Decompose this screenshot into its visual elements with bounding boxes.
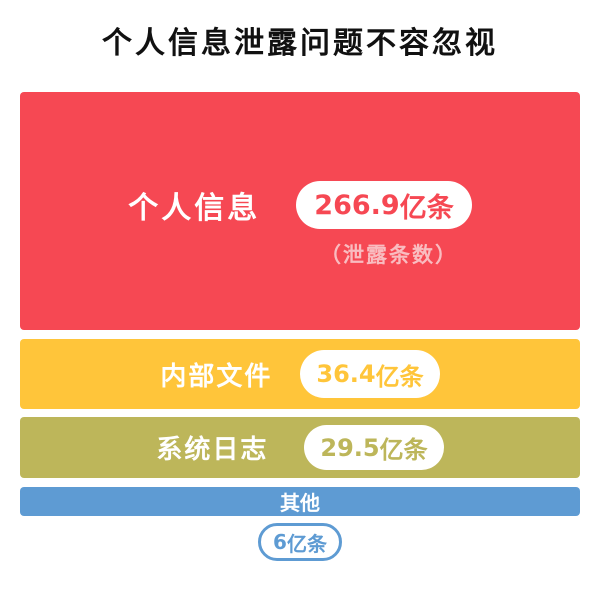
subtitle-note: （泄露条数）: [320, 243, 458, 267]
category-label: 其他: [280, 491, 320, 515]
category-label: 系统日志: [156, 435, 269, 465]
bar-other: 其他: [20, 487, 580, 516]
category-label: 内部文件: [160, 361, 273, 392]
bar-personal-info: 个人信息 266.9 亿条 （泄露条数）: [20, 92, 580, 330]
value-pill: 29.5 亿条: [304, 425, 444, 470]
page-title: 个人信息泄露问题不容忽视: [102, 26, 498, 61]
value-label: 36.4: [316, 360, 376, 388]
bar-internal-files: 内部文件 36.4 亿条: [20, 339, 580, 409]
unit-label: 亿条: [399, 192, 454, 224]
unit-label: 亿条: [375, 362, 424, 391]
value-pill: 6 亿条: [258, 523, 342, 561]
value-label: 6: [273, 530, 287, 554]
value-label: 29.5: [320, 433, 380, 462]
category-label: 个人信息: [128, 191, 261, 226]
unit-label: 亿条: [286, 531, 327, 556]
bar-system-logs: 系统日志 29.5 亿条: [20, 417, 580, 478]
value-pill: 266.9 亿条: [296, 181, 472, 229]
value-pill: 36.4 亿条: [300, 350, 440, 398]
unit-label: 亿条: [379, 436, 428, 464]
value-label: 266.9: [314, 189, 400, 221]
